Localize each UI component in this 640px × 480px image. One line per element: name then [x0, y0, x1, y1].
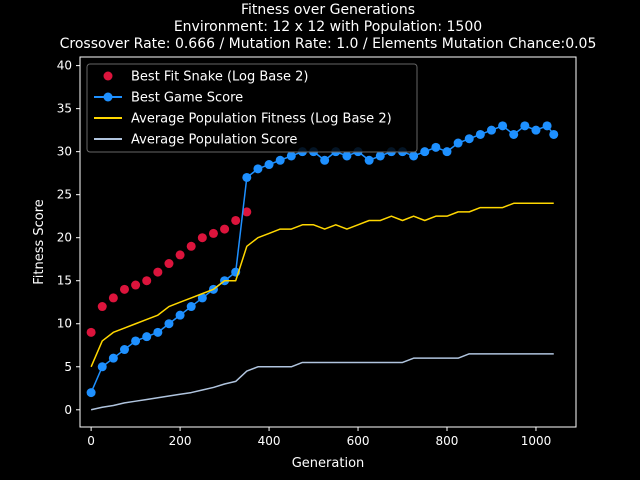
legend-entry: Average Population Fitness (Log Base 2) [94, 112, 392, 127]
legend-label: Best Fit Snake (Log Base 2) [131, 70, 309, 85]
legend: Best Fit Snake (Log Base 2) Best Game Sco… [86, 63, 418, 153]
x-tick-label: 1000 [521, 434, 552, 448]
data-point [197, 293, 207, 303]
data-point [509, 129, 519, 139]
x-tick-label: 800 [436, 434, 459, 448]
x-axis: 0 200 400 600 800 1000 [87, 427, 551, 448]
data-point [220, 224, 230, 234]
data-point [97, 362, 107, 372]
data-point [186, 241, 196, 251]
y-tick-label: 0 [64, 403, 72, 417]
y-tick-label: 35 [57, 102, 72, 116]
data-point [142, 276, 152, 286]
y-tick-label: 40 [57, 59, 72, 73]
data-point [549, 129, 559, 139]
x-tick-label: 200 [169, 434, 192, 448]
data-point [119, 284, 129, 294]
y-tick-label: 10 [57, 317, 72, 331]
data-point [486, 125, 496, 135]
data-point [86, 388, 96, 398]
data-point [108, 353, 118, 363]
y-tick-label: 25 [57, 188, 72, 202]
legend-entry: Average Population Score [94, 133, 297, 148]
legend-swatch-marker [103, 92, 113, 102]
data-point [108, 293, 118, 303]
data-point [164, 259, 174, 269]
legend-label: Average Population Fitness (Log Base 2) [131, 112, 392, 127]
data-point [242, 207, 252, 217]
data-point [409, 151, 419, 161]
legend-entry: Best Game Score [94, 91, 243, 106]
data-point [320, 155, 330, 165]
chart-title-line-3: Crossover Rate: 0.666 / Mutation Rate: 1… [60, 36, 597, 52]
data-point [442, 147, 452, 157]
data-point [142, 332, 152, 342]
data-point [86, 327, 96, 337]
data-point [208, 228, 218, 238]
y-tick-label: 20 [57, 231, 72, 245]
data-point [475, 129, 485, 139]
data-point [342, 151, 352, 161]
legend-label: Best Game Score [131, 91, 243, 106]
data-point [153, 327, 163, 337]
legend-label: Average Population Score [131, 133, 297, 148]
y-axis: 0 5 10 15 20 25 30 35 40 [57, 59, 80, 417]
data-point [153, 267, 163, 277]
data-point [453, 138, 463, 148]
y-tick-label: 30 [57, 145, 72, 159]
data-point [119, 345, 129, 355]
data-point [197, 233, 207, 243]
data-point [231, 215, 241, 225]
data-point [186, 302, 196, 312]
data-point [242, 172, 252, 182]
data-point [164, 319, 174, 329]
data-point [275, 155, 285, 165]
axes-frame [79, 56, 577, 428]
series-0 [86, 207, 252, 337]
y-tick-label: 15 [57, 274, 72, 288]
data-point [531, 125, 541, 135]
data-point [131, 280, 141, 290]
data-point [542, 121, 552, 131]
x-axis-label: Generation [292, 456, 365, 471]
data-point [464, 134, 474, 144]
data-point [286, 151, 296, 161]
legend-box [86, 63, 418, 153]
series-3 [90, 353, 554, 411]
data-point [253, 164, 263, 174]
series-line [90, 202, 554, 368]
data-point [375, 151, 385, 161]
chart-title-line-1: Fitness over Generations [241, 2, 415, 18]
x-tick-label: 600 [347, 434, 370, 448]
data-point [520, 121, 530, 131]
data-point [498, 121, 508, 131]
data-point [175, 250, 185, 260]
series-2 [90, 202, 554, 368]
data-point [97, 302, 107, 312]
x-tick-label: 0 [87, 434, 95, 448]
series-line [90, 353, 554, 411]
x-tick-label: 400 [258, 434, 281, 448]
data-point [364, 155, 374, 165]
legend-swatch-marker [103, 71, 113, 81]
legend-entry: Best Fit Snake (Log Base 2) [103, 70, 309, 85]
y-axis-label: Fitness Score [32, 199, 47, 285]
chart-title-line-2: Environment: 12 x 12 with Population: 15… [174, 19, 482, 35]
data-point [431, 142, 441, 152]
data-point [131, 336, 141, 346]
data-point [264, 160, 274, 170]
data-point [175, 310, 185, 320]
y-tick-label: 5 [64, 360, 72, 374]
data-point [420, 147, 430, 157]
